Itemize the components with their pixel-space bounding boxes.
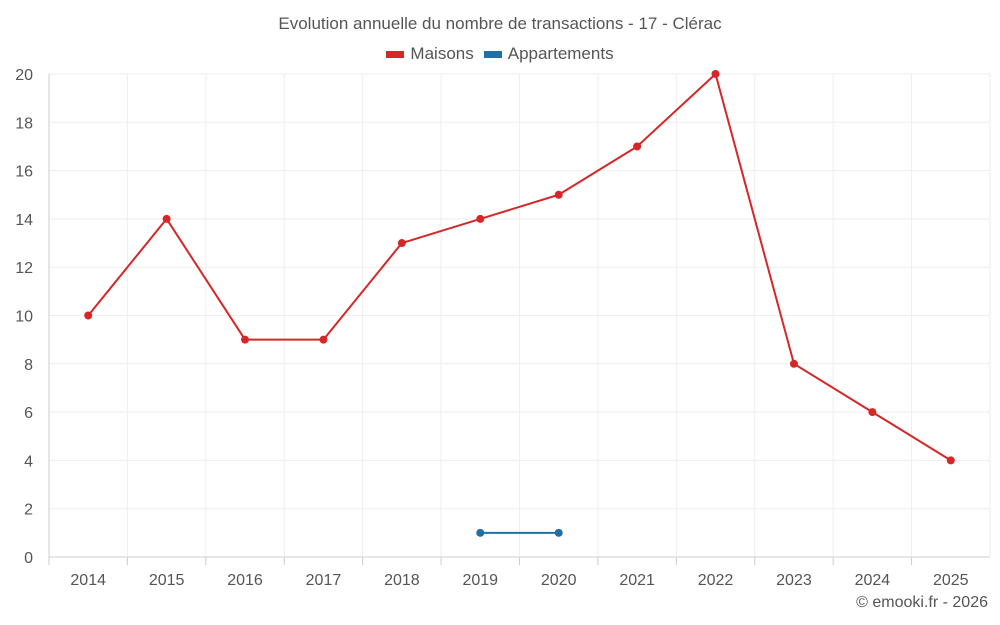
x-tick-label: 2024 <box>855 572 891 589</box>
legend-label-maisons: Maisons <box>410 44 474 63</box>
axes: 0 2 4 6 8 10 12 14 16 18 20 2014 2015 2016 2017 2018 201… <box>15 67 968 589</box>
x-tick-label: 2017 <box>306 572 342 589</box>
y-tick-label: 4 <box>24 453 33 470</box>
y-tick-label: 16 <box>15 164 33 181</box>
x-tick-label: 2023 <box>776 572 812 589</box>
x-tick-label: 2025 <box>933 572 969 589</box>
data-point-maisons-2015[interactable] <box>162 214 171 223</box>
data-point-maisons-2025[interactable] <box>946 456 955 465</box>
data-point-maisons-2024[interactable] <box>868 408 877 417</box>
x-tick-label: 2014 <box>70 572 106 589</box>
data-point-appartements-2020[interactable] <box>554 528 563 537</box>
x-tick-label: 2021 <box>619 572 655 589</box>
legend-swatch-maisons <box>386 50 405 58</box>
data-point-maisons-2014[interactable] <box>84 311 93 320</box>
legend-item-maisons[interactable]: Maisons <box>386 44 474 64</box>
y-tick-label: 8 <box>24 357 33 374</box>
data-point-appartements-2019[interactable] <box>476 528 485 537</box>
data-point-maisons-2019[interactable] <box>476 214 485 223</box>
legend-swatch-appartements <box>483 50 502 58</box>
x-tick-label: 2022 <box>698 572 734 589</box>
y-tick-label: 12 <box>15 260 33 277</box>
y-tick-label: 2 <box>24 502 33 519</box>
x-tick-label: 2019 <box>462 572 498 589</box>
data-point-maisons-2020[interactable] <box>554 190 563 199</box>
legend-item-appartements[interactable]: Appartements <box>483 44 614 64</box>
series-line-maisons <box>87 73 952 462</box>
data-point-maisons-2022[interactable] <box>711 70 720 78</box>
y-tick-label: 0 <box>24 550 33 567</box>
y-tick-label: 14 <box>15 212 33 229</box>
legend: Maisons Appartements <box>0 44 1000 64</box>
x-tick-label: 2018 <box>384 572 420 589</box>
y-tick-label: 10 <box>15 309 33 326</box>
legend-label-appartements: Appartements <box>507 44 614 63</box>
y-tick-label: 6 <box>24 405 33 422</box>
x-tick-label: 2016 <box>227 572 263 589</box>
chart-title: Evolution annuelle du nombre de transact… <box>278 14 722 33</box>
data-point-maisons-2017[interactable] <box>319 335 328 344</box>
y-tick-label: 18 <box>15 115 33 132</box>
y-tick-label: 20 <box>15 67 33 84</box>
data-point-maisons-2021[interactable] <box>633 142 642 151</box>
grid <box>48 73 991 558</box>
copyright-text: © emooki.fr - 2026 <box>856 594 988 611</box>
series-layer <box>84 70 955 537</box>
x-tick-label: 2015 <box>149 572 185 589</box>
data-point-maisons-2023[interactable] <box>789 359 798 368</box>
data-point-maisons-2018[interactable] <box>397 239 406 248</box>
x-tick-label: 2020 <box>541 572 577 589</box>
data-point-maisons-2016[interactable] <box>241 335 250 344</box>
